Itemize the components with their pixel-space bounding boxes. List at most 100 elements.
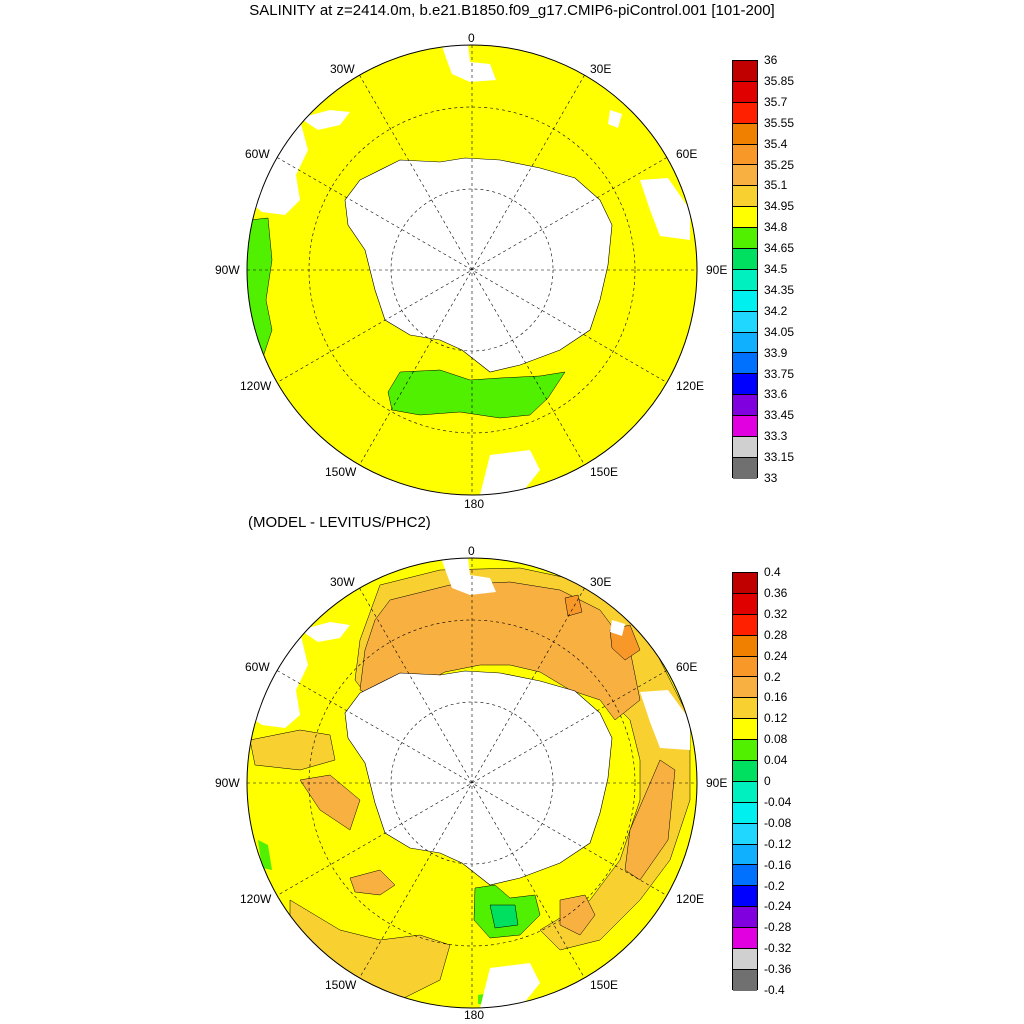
- colorbar-label: 36: [764, 53, 778, 67]
- colorbar-label: 0.08: [764, 732, 788, 747]
- plot-title: SALINITY at z=2414.0m, b.e21.B1850.f09_g…: [249, 2, 775, 19]
- lon-label-180: 180: [464, 497, 485, 511]
- colorbar-bottom: [732, 572, 758, 991]
- colorbar-swatch: [733, 395, 757, 417]
- lon-label-120w: 120W: [240, 892, 272, 906]
- colorbar-swatch: [733, 228, 757, 250]
- colorbar-swatch: [733, 907, 757, 929]
- colorbar-swatch: [733, 123, 757, 145]
- colorbar-label: 35.25: [764, 157, 795, 172]
- lon-label-60e: 60E: [676, 660, 698, 674]
- colorbar-swatch: [733, 698, 757, 720]
- colorbar-swatch: [733, 761, 757, 782]
- lon-label-90w: 90W: [215, 776, 240, 790]
- colorbar-label: 35.7: [764, 94, 788, 109]
- colorbar-label: 34.95: [764, 199, 795, 214]
- lon-label-60w: 60W: [245, 660, 270, 674]
- colorbar-label: 34.05: [764, 324, 795, 339]
- colorbar-label: 0.4: [764, 565, 781, 579]
- colorbar-swatch: [733, 614, 757, 636]
- colorbar-swatch: [733, 61, 757, 82]
- colorbar-label: -0.12: [764, 836, 792, 851]
- colorbar-swatch: [733, 928, 757, 950]
- colorbar-swatch: [733, 886, 757, 908]
- colorbar-label: 0.28: [764, 627, 788, 642]
- colorbar-swatch: [733, 249, 757, 270]
- colorbar-swatch: [733, 802, 757, 824]
- colorbar-label: 35.1: [764, 178, 788, 193]
- colorbar-label: 34.65: [764, 241, 795, 256]
- colorbar-swatch: [733, 573, 757, 594]
- colorbar-swatch: [733, 102, 757, 124]
- lon-label-90e: 90E: [706, 263, 728, 277]
- difference-map-bottom: [246, 557, 698, 1009]
- lon-label-150e: 150E: [590, 978, 619, 992]
- lon-label-30e: 30E: [590, 62, 612, 76]
- colorbar-label: 34.5: [764, 262, 788, 276]
- kerguelen-mask: [640, 178, 690, 240]
- colorbar-label: 0.32: [764, 606, 788, 621]
- colorbar-swatch: [733, 207, 757, 229]
- colorbar-label: 0: [764, 774, 771, 788]
- colorbar-label: 0.36: [764, 585, 788, 600]
- colorbar-swatch: [733, 740, 757, 762]
- colorbar-swatch: [733, 844, 757, 866]
- graticule-bottom: [247, 558, 697, 1008]
- colorbar-label: 33.45: [764, 408, 795, 423]
- colorbar-label: -0.36: [764, 962, 792, 977]
- antarctica-land-bottom: [344, 670, 613, 886]
- map-boundary-top: [246, 44, 698, 496]
- colorbar-label: -0.32: [764, 941, 792, 956]
- colorbar-swatch: [733, 969, 757, 991]
- colorbar-label: 33.6: [764, 387, 788, 402]
- lon-label-90e: 90E: [706, 776, 728, 790]
- antarctica-land: [344, 157, 613, 373]
- colorbar-label: 33.15: [764, 450, 795, 465]
- lon-label-30w: 30W: [330, 62, 355, 76]
- colorbar-swatch: [733, 186, 757, 208]
- low-salinity-patch-ross: [387, 369, 566, 419]
- colorbar-label: 34.2: [764, 303, 788, 318]
- colorbar-swatch: [733, 677, 757, 699]
- colorbar-swatch: [733, 457, 757, 479]
- colorbar-top: [732, 60, 758, 479]
- colorbar-label: 0.16: [764, 690, 788, 705]
- lon-label-180: 180: [464, 1008, 485, 1022]
- new-zealand-mask: [480, 450, 540, 495]
- lon-label-150w: 150W: [325, 465, 357, 479]
- colorbar-label: 0.04: [764, 753, 788, 768]
- colorbar-swatch: [733, 635, 757, 657]
- south-america-land: [247, 120, 308, 215]
- colorbar-swatch: [733, 144, 757, 166]
- colorbar-swatch: [733, 719, 757, 741]
- colorbar-swatch: [733, 269, 757, 291]
- colorbar-label: 34.35: [764, 282, 795, 297]
- colorbar-label: 34.8: [764, 220, 788, 235]
- colorbar-label: -0.16: [764, 857, 792, 872]
- lon-label-0: 0: [468, 544, 475, 558]
- colorbar-label: -0.2: [764, 878, 785, 893]
- colorbar-swatch: [733, 949, 757, 970]
- lon-label-90w: 90W: [215, 263, 240, 277]
- lon-label-30w: 30W: [330, 575, 355, 589]
- map-boundary-bottom: [246, 557, 698, 1009]
- colorbar-label: -0.04: [764, 794, 792, 809]
- colorbar-label: -0.28: [764, 920, 792, 935]
- colorbar-label: 35.85: [764, 73, 795, 88]
- lon-label-120w: 120W: [240, 379, 272, 393]
- lon-label-150e: 150E: [590, 465, 619, 479]
- colorbar-swatch: [733, 290, 757, 312]
- colorbar-swatch: [733, 781, 757, 803]
- colorbar-label: 33.75: [764, 366, 795, 381]
- colorbar-label: 0.24: [764, 648, 788, 663]
- colorbar-swatch: [733, 353, 757, 375]
- lon-label-120e: 120E: [676, 892, 705, 906]
- colorbar-label: 0.12: [764, 711, 788, 726]
- colorbar-label: 35.4: [764, 136, 788, 151]
- colorbar-label: 33.9: [764, 345, 788, 360]
- south-america-land-bottom: [247, 632, 308, 728]
- colorbar-label: -0.4: [764, 983, 785, 997]
- colorbar-label: 33.3: [764, 429, 788, 444]
- colorbar-swatch: [733, 332, 757, 354]
